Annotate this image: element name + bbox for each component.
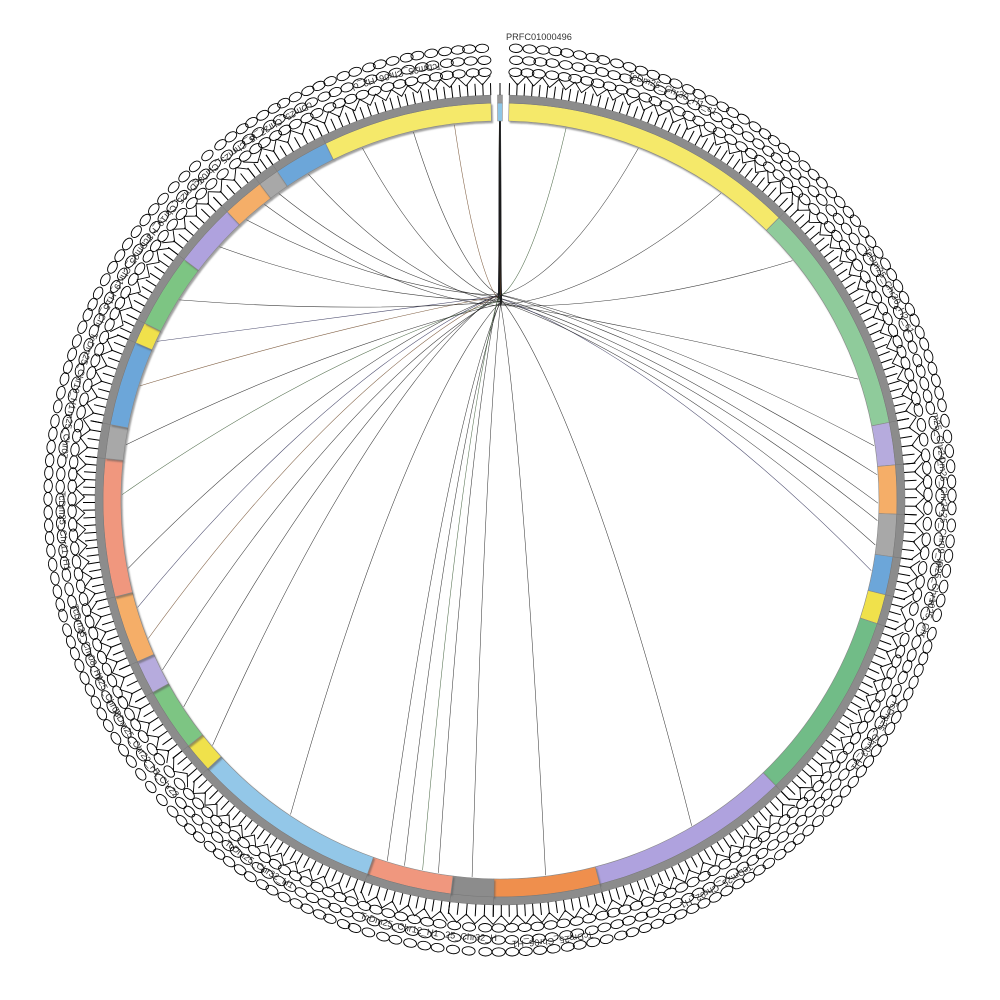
svg-text:PRFC01000496: PRFC01000496 — [506, 32, 572, 42]
